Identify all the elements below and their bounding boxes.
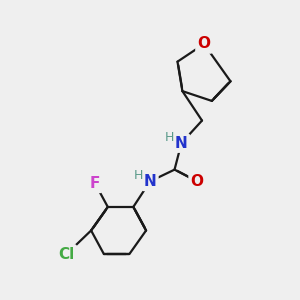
Text: N: N xyxy=(175,136,188,151)
Text: H: H xyxy=(165,131,174,144)
Text: F: F xyxy=(90,176,100,191)
Text: O: O xyxy=(190,174,204,189)
Text: N: N xyxy=(144,174,156,189)
Text: Cl: Cl xyxy=(58,247,75,262)
Text: H: H xyxy=(134,169,143,182)
Text: O: O xyxy=(197,37,211,52)
